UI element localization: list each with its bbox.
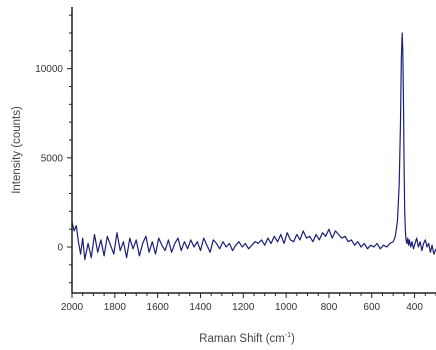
x-tick-label: 600 [363, 302, 380, 313]
x-tick-label: 400 [406, 302, 423, 313]
series-layer [71, 32, 436, 261]
y-tick-label: 10000 [35, 64, 63, 75]
y-axis-title: Intensity (counts) [11, 106, 23, 194]
x-tick-label: 1400 [189, 302, 212, 313]
x-tick-label: 1200 [232, 302, 255, 313]
x-tick-label: 2000 [61, 302, 84, 313]
x-tick-label: 1600 [147, 302, 170, 313]
x-axis-title: Raman Shift (cm-1) [199, 332, 295, 345]
x-tick-label: 1000 [275, 302, 298, 313]
y-tick-label: 0 [57, 243, 63, 254]
ticks-layer: 2000 1800 1600 1400 1200 1000 800 600 400 0 5000 10… [35, 14, 436, 313]
x-tick-label: 800 [321, 302, 338, 313]
y-tick-label: 5000 [41, 153, 64, 164]
plot-area [72, 7, 436, 293]
x-tick-label: 1800 [104, 302, 127, 313]
spectrum-line-0 [71, 32, 436, 261]
